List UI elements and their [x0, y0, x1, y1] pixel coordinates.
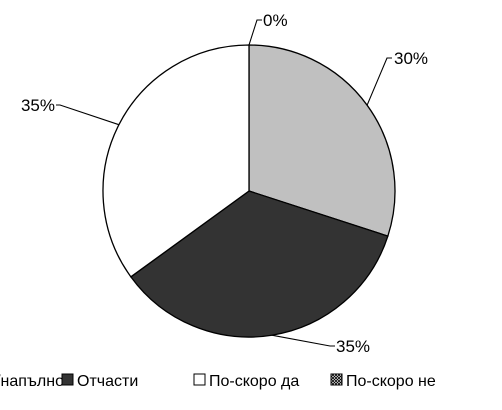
data-label: 30%: [394, 49, 428, 68]
legend: Изцяло/напълно Отчасти По-скоро да По-скоро…: [0, 373, 436, 390]
pie-slices: [102, 44, 396, 338]
slice-po-skoro-da: [102, 44, 250, 278]
leader-line: [248, 19, 262, 46]
leader-line: [271, 334, 335, 347]
legend-label: Отчасти: [77, 373, 138, 390]
legend-label: По-скоро не: [346, 373, 436, 390]
leader-lines: [56, 19, 392, 347]
leader-line: [366, 57, 392, 106]
data-label: 35%: [336, 337, 370, 356]
data-label: 35%: [21, 96, 55, 115]
legend-swatch: [330, 373, 343, 386]
legend-swatch: [61, 373, 74, 386]
leader-line: [56, 104, 120, 126]
data-labels: 30% 35% 35% 0%: [21, 11, 428, 356]
data-label: 0%: [263, 11, 288, 30]
legend-label: Изцяло/напълно: [0, 373, 64, 390]
legend-label: По-скоро да: [209, 373, 299, 390]
legend-swatch: [193, 373, 206, 386]
